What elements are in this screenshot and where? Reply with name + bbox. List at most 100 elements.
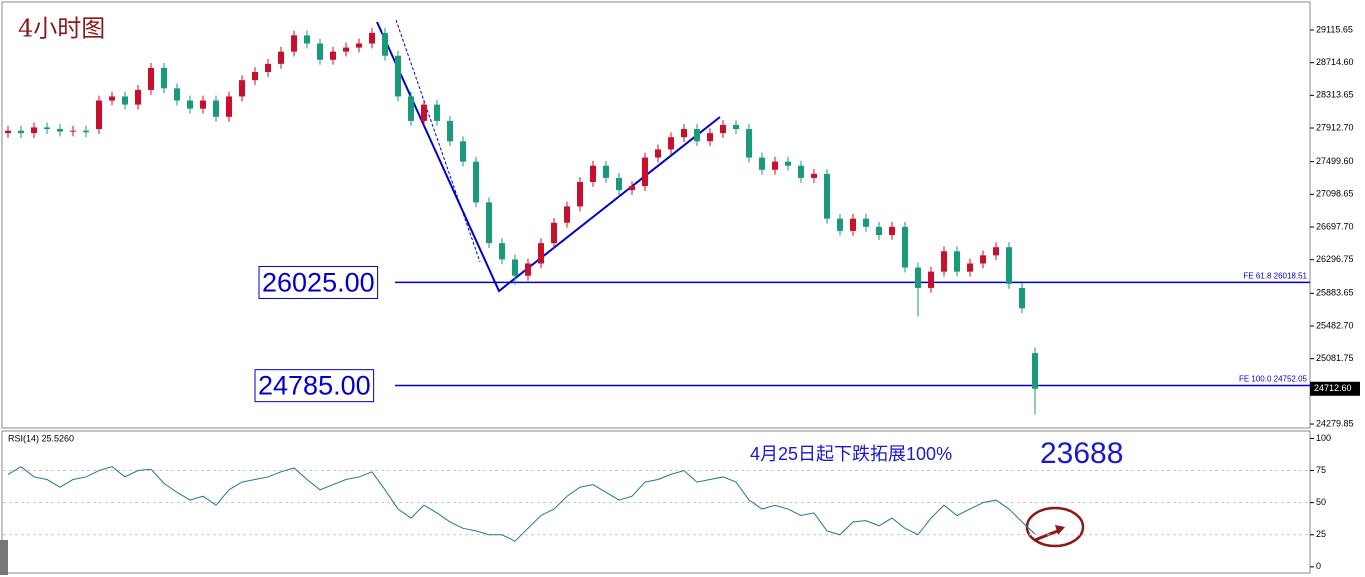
candle-body (291, 35, 297, 52)
candle-body (512, 259, 518, 276)
candle-body (18, 130, 24, 134)
candle-body (954, 251, 960, 272)
candle-body (629, 186, 635, 191)
candle-body (577, 182, 583, 207)
candle-body (707, 133, 713, 142)
candle-body (486, 202, 492, 244)
candle-body (252, 72, 258, 81)
candle-body (304, 35, 310, 44)
y-tick-label: 25081.75 (1316, 353, 1354, 363)
candle-body (564, 206, 570, 223)
candle-body (863, 218, 869, 227)
trend-lines (376, 19, 721, 293)
candle-body (824, 173, 830, 219)
candle-body (382, 32, 388, 56)
scroll-handle (0, 540, 8, 575)
candle-body (57, 129, 63, 132)
candle-body (980, 255, 986, 264)
arrow-head (1055, 525, 1065, 535)
candle-body (746, 129, 752, 158)
candle-body (889, 226, 895, 235)
annotation: 4月25日起下跌拓展100% (750, 444, 952, 464)
candle-body (811, 173, 817, 178)
candle-body (525, 263, 531, 276)
candle-body (369, 32, 375, 44)
y-tick-label: 27499.60 (1316, 156, 1354, 166)
candle-body (733, 124, 739, 130)
candle-body (226, 96, 232, 117)
candle-body (96, 100, 102, 130)
candle-body (902, 226, 908, 268)
candle-body (460, 141, 466, 162)
candle-body (655, 149, 661, 158)
candle-body (538, 243, 544, 264)
candle-body (590, 165, 596, 183)
candle-body (148, 67, 154, 90)
candle-body (161, 67, 167, 89)
candle-body (551, 222, 557, 244)
y-tick-label: 24279.85 (1316, 418, 1354, 428)
current-price-box (1310, 381, 1360, 396)
candle-body (785, 161, 791, 166)
rsi-panel (1, 430, 1311, 574)
candle-body (668, 137, 674, 150)
candle-body (408, 96, 414, 121)
y-tick-label: 28313.65 (1316, 90, 1354, 100)
candle-body (70, 130, 76, 132)
candle-body (915, 267, 921, 288)
candle-body (343, 47, 349, 52)
candle-body (44, 127, 50, 130)
candle-body (265, 63, 271, 73)
y-tick-label: 27098.65 (1316, 189, 1354, 199)
rsi-tick-label: 25 (1316, 529, 1326, 539)
dashed-line (395, 19, 481, 263)
current-price-label: 24712.60 (1314, 383, 1352, 393)
rsi-label: RSI(14) 25.5260 (8, 433, 74, 443)
arrow-mark (1025, 506, 1085, 548)
candle-body (642, 157, 648, 187)
candle-body (876, 226, 882, 235)
candle-body (967, 263, 973, 272)
y-tick-label: 28714.60 (1316, 57, 1354, 67)
level-box (254, 369, 375, 403)
level-box-label: 26025.00 (262, 267, 375, 297)
candle-body (759, 157, 765, 170)
level-label: FE 100.0 24752.05 (1239, 375, 1308, 384)
candle-body (434, 104, 440, 121)
candle-body (850, 218, 856, 231)
trend-line (376, 21, 721, 293)
candle-body (720, 124, 726, 134)
rsi-line (7, 466, 1036, 542)
candle-body (395, 55, 401, 97)
y-tick-label: 26697.70 (1316, 221, 1354, 231)
candle-body (1006, 247, 1012, 284)
candle-body (317, 43, 323, 60)
candle-body (174, 88, 180, 101)
candle-body (109, 96, 115, 101)
candle-body (239, 80, 245, 97)
candle-body (1032, 353, 1038, 389)
candle-body (928, 271, 934, 288)
rsi-tick-label: 50 (1316, 497, 1326, 507)
candle-body (421, 104, 427, 121)
level-box (258, 265, 379, 299)
candle-body (447, 120, 453, 142)
y-tick-label: 26296.75 (1316, 254, 1354, 264)
candle-body (278, 51, 284, 64)
y-tick-label: 25883.65 (1316, 288, 1354, 298)
price-panel (1, 1, 1311, 429)
candle-body (1019, 287, 1025, 309)
candle-body (213, 100, 219, 117)
candle-body (473, 161, 479, 203)
annotation: 23688 (1040, 437, 1123, 470)
candle-body (798, 165, 804, 178)
candle-body (837, 218, 843, 231)
candle-body (31, 127, 37, 134)
candle-body (356, 43, 362, 48)
candle-body (772, 161, 778, 170)
candle-body (5, 130, 11, 134)
candle-body (499, 243, 505, 260)
level-label: FE 61.8 26018.51 (1243, 271, 1307, 280)
candle-body (122, 96, 128, 105)
